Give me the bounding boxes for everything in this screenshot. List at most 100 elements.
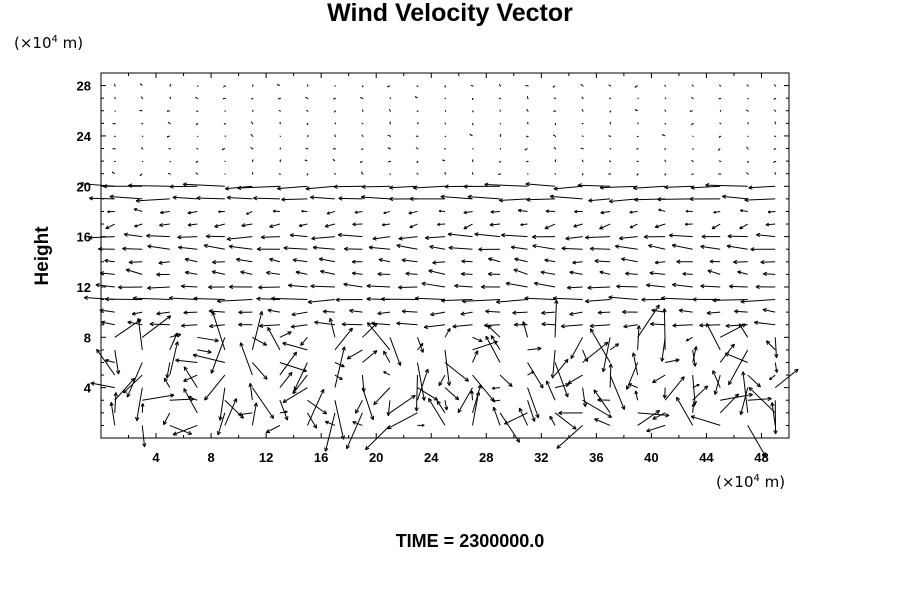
wind-vector [364,425,391,451]
wind-vector [678,308,693,313]
wind-vector [96,348,116,376]
wind-vector [360,171,364,175]
wind-vector [574,209,583,214]
wind-vector [629,210,638,214]
wind-vector [167,172,171,175]
wind-vector [279,351,298,376]
wind-vector [733,259,748,265]
wind-vector [711,223,721,230]
wind-vector [774,121,777,125]
wind-vector [421,281,446,288]
wind-vector [333,184,363,189]
wind-vector [210,337,226,374]
wind-vector [692,349,697,367]
wind-vector [343,282,363,288]
wind-vector [634,109,638,112]
wind-vector [765,340,776,351]
wind-vector [169,160,171,163]
wind-vector [196,135,199,138]
wind-vector [526,160,529,163]
y-tick-label: 28 [77,79,91,94]
wind-vector [722,194,748,200]
wind-vector [601,337,611,373]
wind-vector [569,270,583,275]
wind-vector [614,244,638,250]
wind-vector [487,325,501,338]
wind-vector [111,171,116,175]
wind-vector [432,260,446,265]
wind-vector [333,97,337,100]
wind-vector [700,283,721,289]
wind-vector [259,323,280,328]
wind-vector [160,210,170,215]
wind-vector [224,160,226,163]
wind-vector [737,270,748,275]
wind-vector [692,375,698,406]
wind-vector [429,244,446,250]
wind-vector [463,184,501,189]
wind-vector [676,396,694,426]
wind-vector [444,85,447,88]
wind-vector [168,295,198,301]
wind-vector [224,173,226,175]
wind-vector [472,122,474,126]
wind-vector [690,122,694,126]
wind-vector [582,387,588,407]
wind-vector [472,148,474,150]
wind-vector [149,321,170,327]
wind-vector [224,398,238,426]
wind-vector [582,399,613,418]
wind-vector [585,298,611,304]
wind-vector [444,328,451,338]
wind-vector [652,374,666,384]
wind-vector [251,362,268,380]
x-tick-label: 48 [754,450,768,465]
wind-vector [125,268,143,275]
wind-vector [554,382,570,389]
wind-vector [558,410,583,416]
wind-vector [159,222,170,228]
wind-vector [773,160,777,164]
wind-vector [593,389,611,414]
wind-vector [712,298,748,303]
wind-vector [90,381,115,389]
wind-vector [416,362,426,401]
wind-vector [552,296,583,301]
wind-vector [748,185,776,190]
wind-vector [756,232,776,238]
wind-vector [114,110,116,112]
wind-vector [256,296,280,301]
wind-vector [691,159,694,163]
wind-vector [147,244,170,250]
wind-vector [448,245,473,251]
wind-vector [608,198,638,204]
wind-vector [774,135,777,138]
wind-vector [216,298,253,304]
wind-vector [589,328,611,363]
wind-vector [417,387,439,401]
wind-vector [545,380,556,401]
wind-vector [398,236,418,241]
wind-vector [570,337,584,360]
wind-vector [549,415,556,426]
wind-vector [589,323,611,329]
wind-vector [561,246,583,251]
wind-vector [417,122,419,125]
wind-vector [747,135,749,138]
wind-vector [646,424,666,433]
wind-vector [664,148,667,150]
wind-vector [118,285,143,290]
wind-vector [291,311,308,317]
wind-vector [267,326,281,351]
wind-vector [389,173,392,175]
wind-vector [637,304,660,338]
wind-vector [753,320,776,326]
wind-vector [252,84,254,87]
wind-vector [109,402,116,426]
y-unit-base: (×10 [14,34,52,52]
wind-vector [166,110,170,112]
wind-vector [361,184,390,190]
wind-vector [222,97,226,100]
wind-vector [389,185,418,190]
